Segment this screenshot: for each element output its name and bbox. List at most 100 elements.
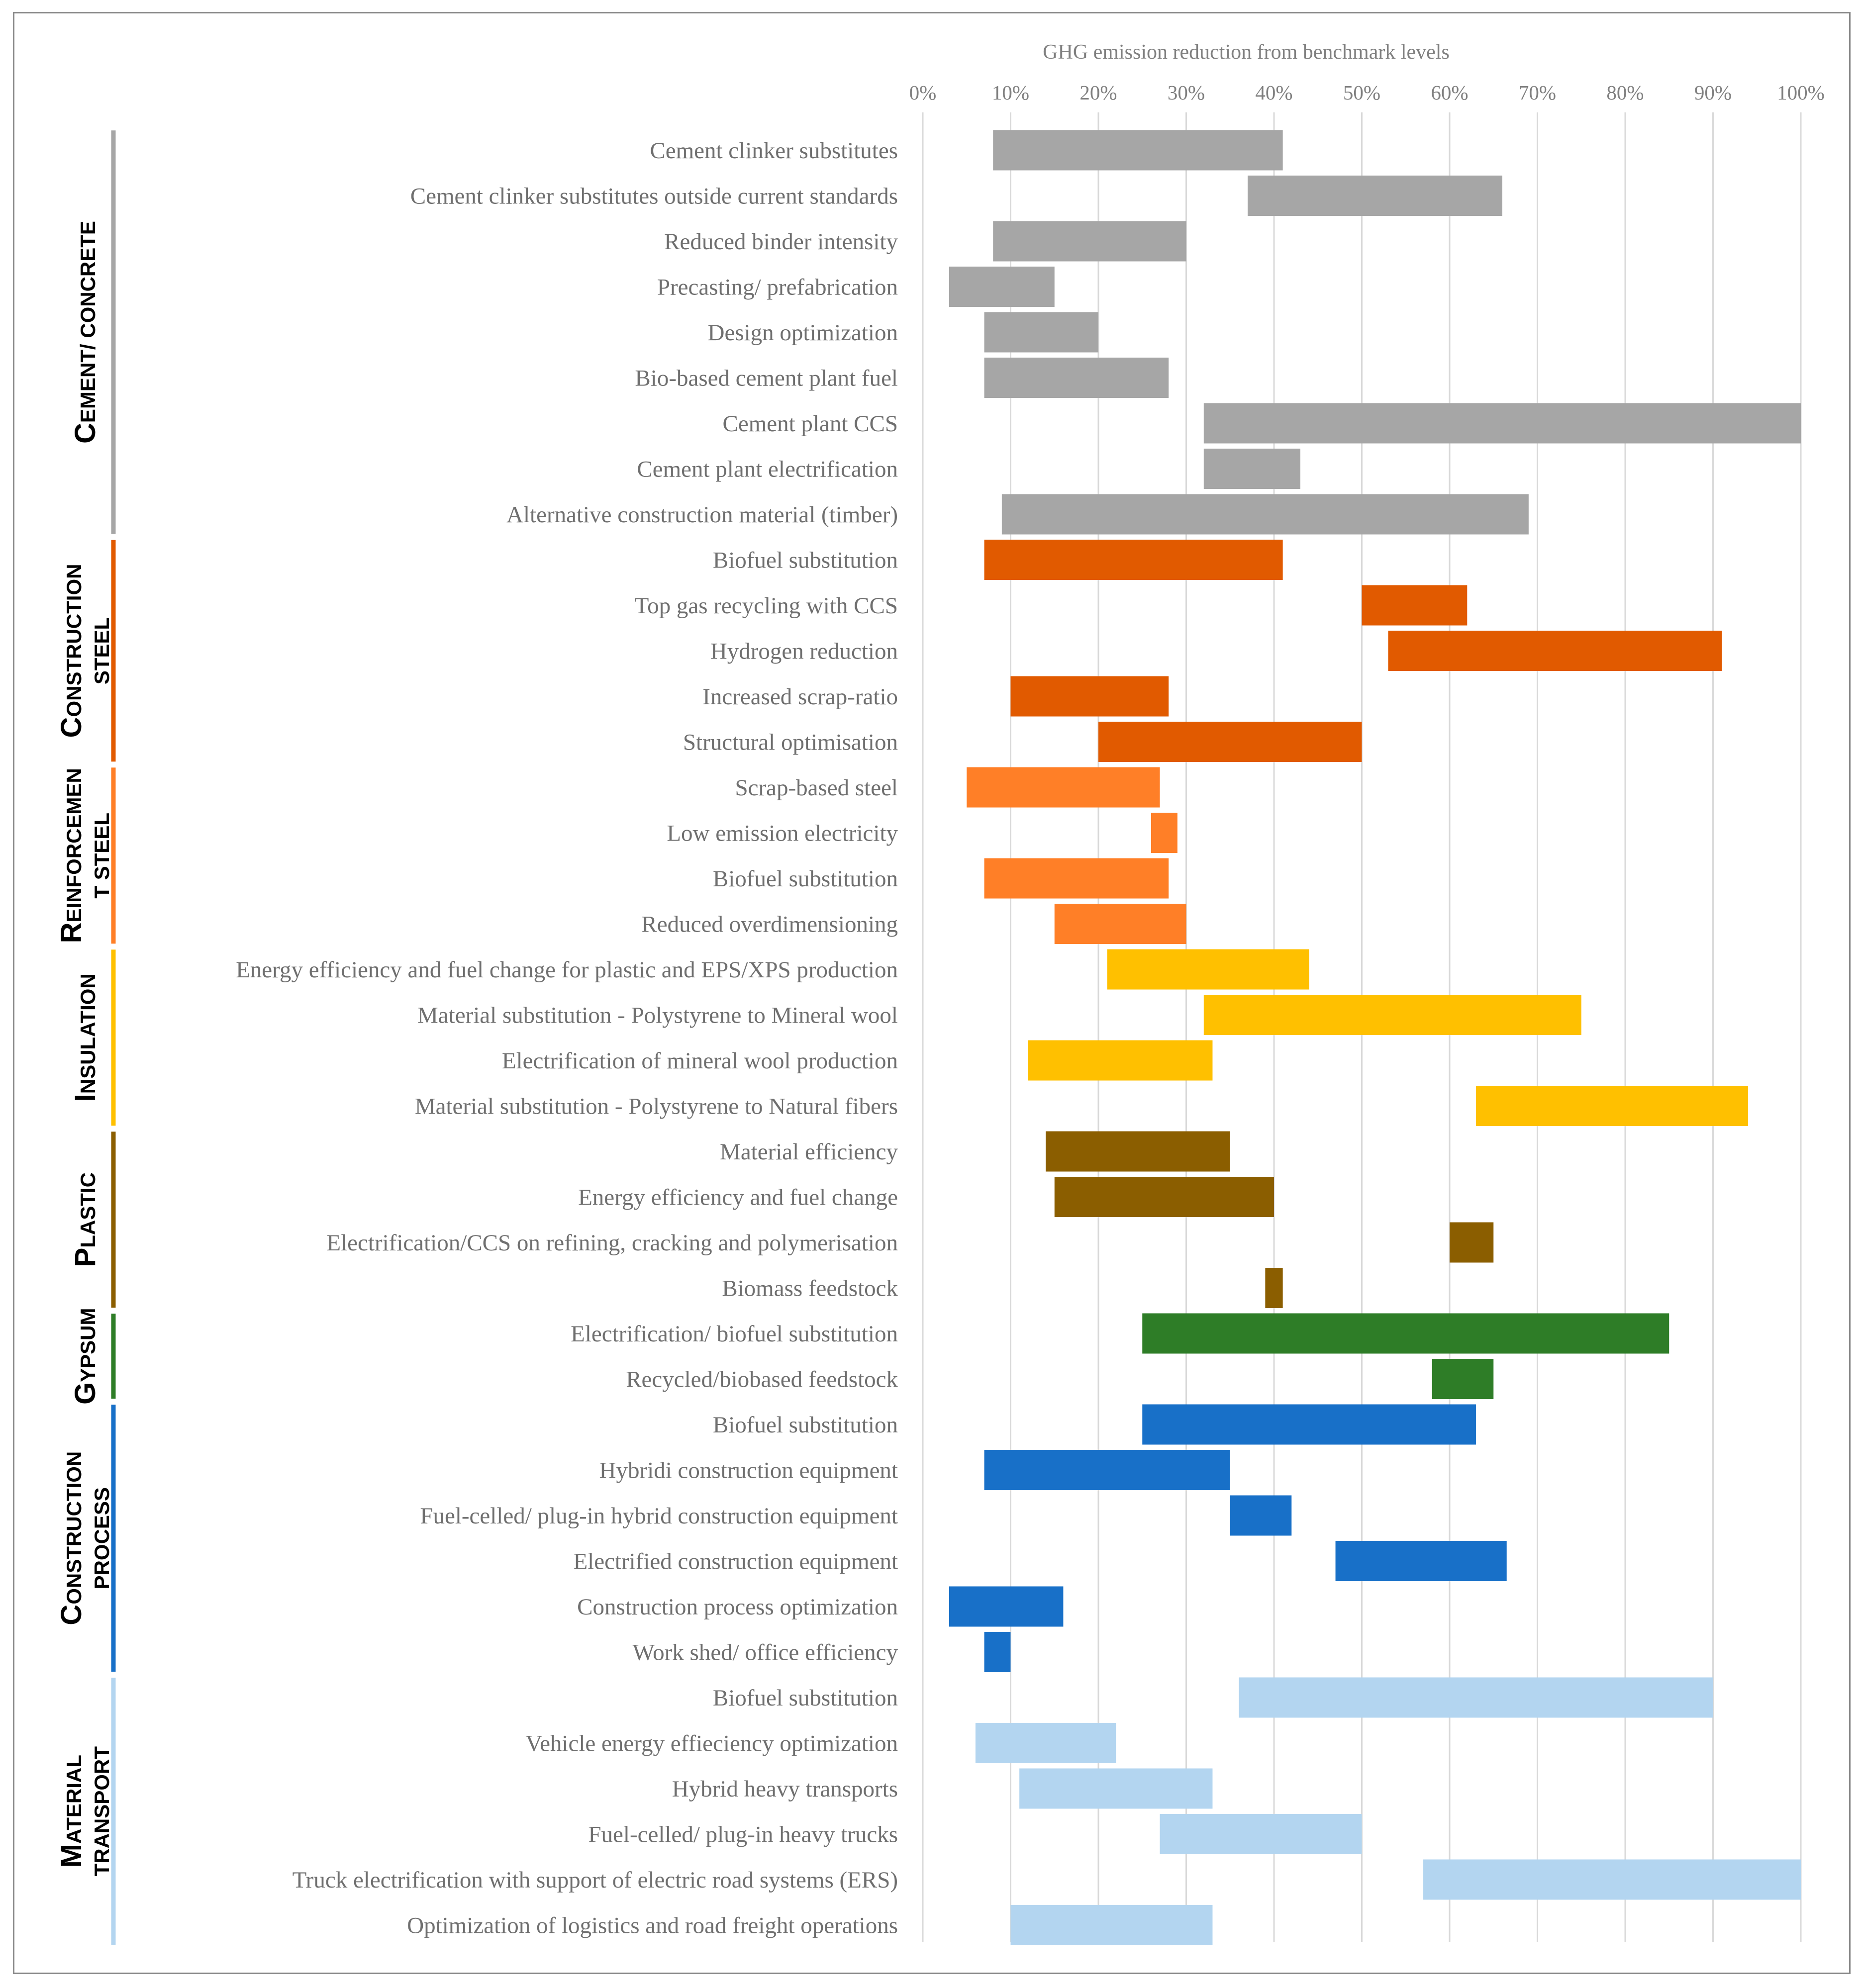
bar-material-transport-biofuel-substitution	[1239, 1677, 1713, 1718]
bar-insulation-material-substitution-polystyrene-to-mineral-wool	[1203, 995, 1581, 1035]
x-axis-ticks: 0% 10% 20% 30% 40% 50% 60% 70% 80% 90% 100%	[909, 81, 1825, 104]
row-label: Reduced binder intensity	[664, 229, 898, 255]
bar-material-transport-fuel-celled-plug-in-heavy-trucks	[1160, 1814, 1362, 1854]
row-label: Biofuel substitution	[713, 1685, 898, 1711]
row-label: Alternative construction material (timbe…	[506, 502, 898, 528]
bar-gypsum-electrification-biofuel-substitution	[1142, 1313, 1669, 1354]
bar-cement-concrete-cement-clinker-substitutes-outside-current-standards	[1248, 176, 1502, 216]
row-label: Biofuel substitution	[713, 548, 898, 573]
row-label: Energy efficiency and fuel change	[578, 1185, 898, 1211]
x-tick-label: 40%	[1255, 81, 1292, 104]
x-axis-title: GHG emission reduction from benchmark le…	[1043, 41, 1450, 64]
bar-cement-concrete-precasting-prefabrication	[949, 267, 1055, 307]
group-label-construction-steel: CONSTRUCTION STEEL	[55, 564, 113, 738]
bar-construction-process-work-shed-office-efficiency	[984, 1632, 1011, 1672]
row-label: Material substitution - Polystyrene to N…	[415, 1094, 898, 1120]
bar-construction-process-electrified-construction-equipment	[1335, 1541, 1507, 1581]
bar-material-transport-vehicle-energy-effieciency-optimization	[975, 1723, 1116, 1763]
bar-plastic-material-efficiency	[1046, 1131, 1230, 1172]
row-label: Fuel-celled/ plug-in hybrid construction…	[420, 1503, 898, 1529]
row-label: Precasting/ prefabrication	[657, 275, 898, 300]
row-label: Scrap-based steel	[735, 775, 898, 801]
row-label: Work shed/ office efficiency	[633, 1640, 898, 1666]
group-label-reinforcement-steel: REINFORCEMEN T STEEL	[55, 768, 113, 943]
row-label: Fuel-celled/ plug-in heavy trucks	[588, 1822, 898, 1848]
bar-reinforcement-steel-reduced-overdimensioning	[1054, 904, 1186, 944]
row-label: Electrified construction equipment	[573, 1549, 898, 1575]
bar-insulation-material-substitution-polystyrene-to-natural-fibers	[1475, 1086, 1749, 1126]
bar-cement-concrete-design-optimization	[984, 312, 1098, 353]
row-label: Hydrogen reduction	[710, 639, 898, 664]
row-label: Hybrid heavy transports	[672, 1776, 898, 1802]
row-label: Structural optimisation	[683, 730, 898, 756]
row-label: Cement plant electrification	[637, 457, 898, 482]
row-label: Electrification/ biofuel substitution	[571, 1321, 898, 1347]
x-tick-label: 90%	[1694, 81, 1732, 104]
bar-cement-concrete-alternative-construction-material-timber	[1001, 494, 1529, 535]
bar-reinforcement-steel-biofuel-substitution	[984, 858, 1169, 899]
bar-insulation-electrification-of-mineral-wool-production	[1028, 1040, 1213, 1081]
row-label: Truck electrification with support of el…	[293, 1867, 898, 1893]
bar-cement-concrete-reduced-binder-intensity	[993, 221, 1186, 262]
row-label: Increased scrap-ratio	[702, 684, 898, 710]
group-label-plastic: PLASTIC	[69, 1172, 101, 1267]
x-tick-label: 60%	[1431, 81, 1468, 104]
bar-cement-concrete-cement-plant-ccs	[1203, 403, 1801, 444]
bar-construction-process-fuel-celled-plug-in-hybrid-construction-equipment	[1230, 1495, 1292, 1536]
x-tick-label: 0%	[909, 81, 937, 104]
row-label: Material efficiency	[720, 1139, 898, 1165]
row-label: Energy efficiency and fuel change for pl…	[236, 957, 898, 983]
x-tick-label: 80%	[1606, 81, 1644, 104]
bar-construction-steel-structural-optimisation	[1098, 722, 1362, 762]
bar-cement-concrete-cement-clinker-substitutes	[993, 130, 1283, 171]
row-label: Material substitution - Polystyrene to M…	[417, 1003, 898, 1029]
row-label: Top gas recycling with CCS	[635, 593, 898, 619]
row-labels-layer: Cement clinker substitutes Cement clinker…	[236, 138, 898, 1939]
group-labels-layer: CEMENT/ CONCRETE CONSTRUCTION STEEL REINFOR…	[55, 130, 116, 1945]
bar-construction-steel-increased-scrap-ratio	[1010, 676, 1169, 717]
x-tick-label: 20%	[1079, 81, 1117, 104]
row-label: Cement clinker substitutes outside curre…	[410, 184, 898, 209]
group-label-insulation: INSULATION	[69, 973, 101, 1102]
row-label: Cement clinker substitutes	[650, 138, 898, 164]
bar-plastic-electrification-ccs-on-refining-cracking-and-polymerisation	[1450, 1222, 1494, 1263]
row-label: Recycled/biobased feedstock	[626, 1367, 898, 1393]
row-label: Biofuel substitution	[713, 1412, 898, 1438]
x-tick-label: 10%	[992, 81, 1029, 104]
row-label: Biomass feedstock	[722, 1276, 898, 1302]
bar-construction-steel-top-gas-recycling-with-ccs	[1362, 585, 1468, 626]
bar-reinforcement-steel-scrap-based-steel	[967, 767, 1160, 808]
row-label: Hybridi construction equipment	[599, 1458, 898, 1484]
bar-cement-concrete-cement-plant-electrification	[1203, 449, 1300, 489]
x-tick-label: 100%	[1777, 81, 1825, 104]
bar-plastic-energy-efficiency-and-fuel-change	[1054, 1177, 1274, 1217]
row-label: Electrification/CCS on refining, crackin…	[326, 1230, 898, 1256]
row-label: Bio-based cement plant fuel	[635, 366, 898, 391]
row-label: Construction process optimization	[577, 1594, 898, 1620]
bar-plastic-biomass-feedstock	[1265, 1268, 1283, 1308]
bar-material-transport-optimization-of-logistics-and-road-freight-operations	[1010, 1905, 1213, 1945]
x-tick-label: 50%	[1343, 81, 1380, 104]
row-label: Vehicle energy effieciency optimization	[525, 1731, 898, 1757]
group-label-material-transport: MATERIAL TRANSPORT	[55, 1746, 113, 1877]
bar-material-transport-hybrid-heavy-transports	[1019, 1768, 1213, 1809]
row-label: Optimization of logistics and road freig…	[407, 1913, 898, 1939]
bars-layer	[949, 130, 1801, 1945]
group-label-gypsum: GYPSUM	[69, 1308, 101, 1405]
group-label-construction-process: CONSTRUCTION PROCESS	[55, 1451, 113, 1625]
bar-construction-steel-hydrogen-reduction	[1388, 631, 1722, 671]
bar-construction-process-construction-process-optimization	[949, 1586, 1064, 1627]
bar-construction-steel-biofuel-substitution	[984, 540, 1283, 580]
bar-insulation-energy-efficiency-and-fuel-change-for-plastic-and-eps-xps-production	[1107, 949, 1309, 990]
row-label: Design optimization	[708, 320, 898, 346]
bar-reinforcement-steel-low-emission-electricity	[1151, 813, 1177, 853]
row-label: Biofuel substitution	[713, 866, 898, 892]
bar-gypsum-recycled-biobased-feedstock	[1432, 1359, 1494, 1399]
bar-material-transport-truck-electrification-with-support-of-electric-road-systems-ers	[1423, 1859, 1801, 1900]
bar-cement-concrete-bio-based-cement-plant-fuel	[984, 358, 1169, 398]
row-label: Low emission electricity	[667, 821, 898, 847]
x-tick-label: 70%	[1519, 81, 1556, 104]
group-label-cement-concrete: CEMENT/ CONCRETE	[69, 221, 101, 444]
x-tick-label: 30%	[1168, 81, 1205, 104]
